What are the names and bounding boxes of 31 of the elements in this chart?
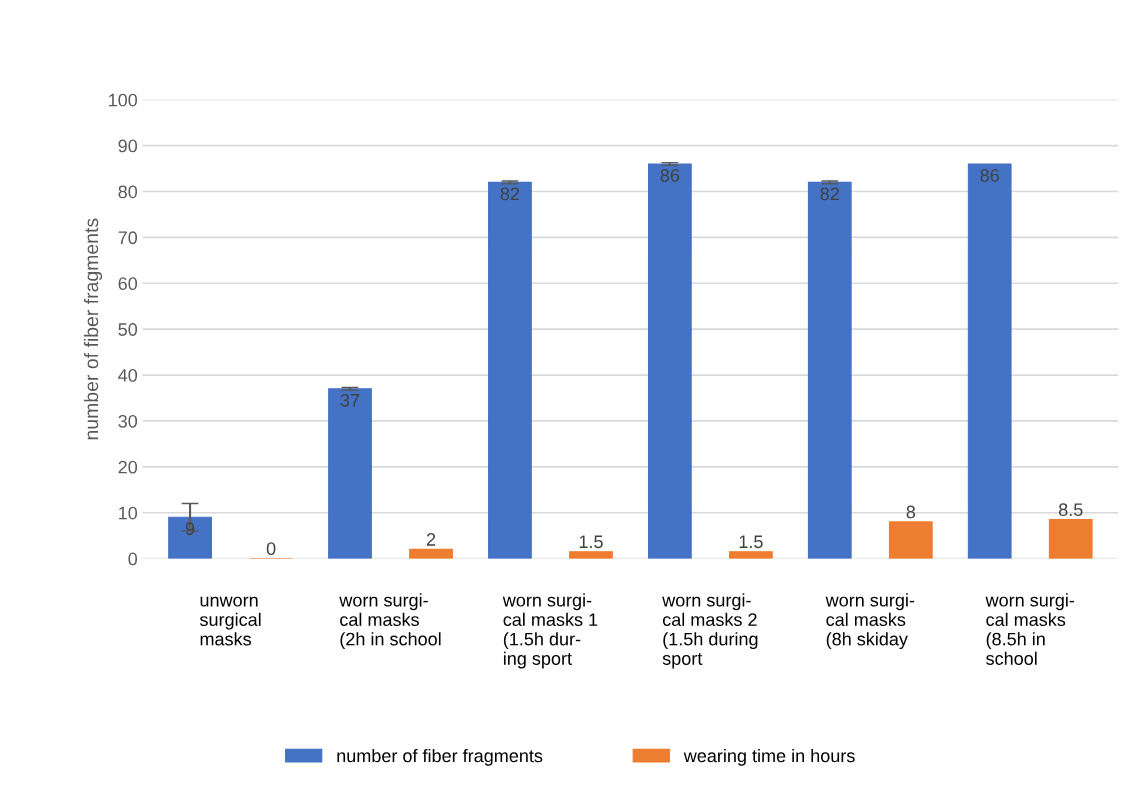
data-label: 86	[980, 169, 999, 182]
y-axis-title: number of fiber fragments	[83, 218, 103, 440]
x-tick-label: worn surgi- cal masks (8.5h in school	[985, 593, 1075, 665]
data-label: 37	[340, 393, 360, 407]
x-tick-label: unworn surgical masks	[199, 596, 261, 646]
y-tick-label: 40	[118, 368, 138, 382]
data-label: 1.5	[739, 535, 763, 549]
x-tick-label: worn surgi- cal masks (8h skiday	[825, 593, 915, 650]
y-tick-label: 80	[118, 185, 138, 199]
data-label: 8.5	[1058, 503, 1083, 517]
legend-label: number of fiber fragments	[337, 748, 543, 766]
data-label: 82	[500, 187, 520, 201]
y-tick-label: 0	[128, 552, 138, 566]
y-tick-label: 70	[118, 231, 138, 245]
y-tick-label: 20	[118, 460, 138, 474]
y-tick-label: 60	[118, 277, 138, 291]
y-tick-label: 10	[119, 506, 138, 520]
data-label: 2	[426, 533, 436, 546]
data-label: 82	[820, 187, 839, 201]
x-tick-label: worn surgi- cal masks 2 (1.5h during sport	[662, 593, 758, 669]
data-label: 1.5	[579, 535, 603, 549]
x-tick-label: worn surgi- cal masks 1 (1.5h dur- ing sport	[502, 593, 598, 669]
data-label: 8	[906, 505, 916, 519]
data-label: 0	[266, 542, 276, 556]
legend-label: wearing time in hours	[683, 748, 855, 766]
data-label: 86	[660, 169, 680, 182]
y-tick-label: 100	[109, 93, 138, 107]
y-tick-label: 50	[118, 323, 138, 336]
x-tick-label: worn surgi- cal masks (2h in school	[339, 593, 441, 650]
y-tick-label: 30	[118, 414, 138, 428]
y-tick-label: 90	[118, 139, 138, 153]
